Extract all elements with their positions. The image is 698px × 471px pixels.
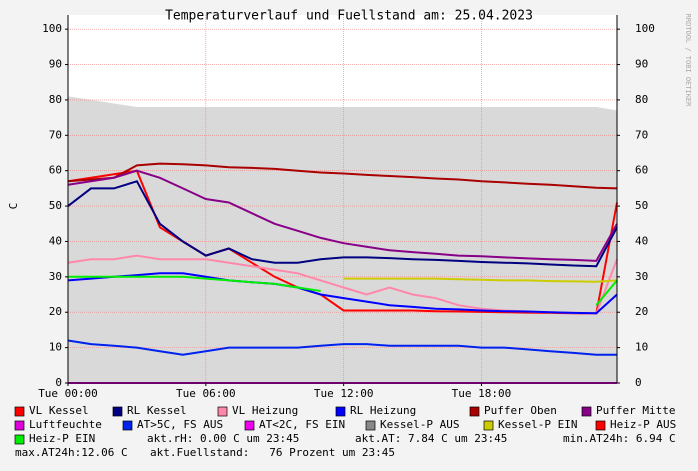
line (67, 272, 618, 315)
legend-swatch (14, 406, 25, 417)
note: min.AT24h: 6.94 C (563, 432, 676, 445)
y-tick-label: 80 (49, 93, 62, 106)
y2-tick-label: 100 (635, 22, 655, 35)
chart-title: Temperaturverlauf und Fuellstand am: 25.… (165, 9, 533, 24)
line (67, 162, 618, 190)
y2-tick-label: 0 (635, 376, 642, 389)
y-tick-label: 70 (49, 128, 62, 141)
legend-swatch (122, 420, 133, 431)
note: akt.rH: 0.00 C um 23:45 (147, 432, 299, 445)
note: akt.Fuellstand: 76 Prozent um 23:45 (150, 446, 395, 459)
area (68, 96, 617, 384)
legend-swatch (14, 420, 25, 431)
legend-label: Luftfeuchte (29, 418, 102, 431)
y-tick-label: 100 (42, 22, 62, 35)
y2-tick-label: 10 (635, 341, 648, 354)
line (343, 277, 618, 283)
watermark: RRDTOOL / TOBI OETIKER (684, 14, 692, 108)
legend-label: Kessel-P AUS (380, 418, 459, 431)
legend-label: RL Heizung (350, 404, 416, 417)
y2-tick-label: 30 (635, 270, 648, 283)
legend-swatch (469, 406, 480, 417)
legend-label: Puffer Mitte (596, 404, 675, 417)
y2-tick-label: 50 (635, 199, 648, 212)
legend-swatch (244, 420, 255, 431)
legend-swatch (595, 420, 606, 431)
note: akt.AT: 7.84 C um 23:45 (355, 432, 507, 445)
legend-swatch (581, 406, 592, 417)
legend-label: VL Kessel (29, 404, 89, 417)
line (67, 169, 618, 315)
legend-label: VL Heizung (232, 404, 298, 417)
legend-label: Kessel-P EIN (498, 418, 577, 431)
y-tick-label: 20 (49, 305, 62, 318)
y-tick-label: 0 (55, 376, 62, 389)
y-tick-label: 30 (49, 270, 62, 283)
line (68, 275, 618, 306)
legend-swatch (14, 434, 25, 445)
y-axis-label: C (7, 203, 20, 210)
x-tick-label: Tue 18:00 (452, 387, 512, 400)
line (67, 169, 618, 262)
y-tick-label: 60 (49, 164, 62, 177)
y2-tick-label: 20 (635, 305, 648, 318)
legend-swatch (335, 406, 346, 417)
x-tick-label: Tue 00:00 (38, 387, 98, 400)
legend-label: Heiz-P EIN (29, 432, 95, 445)
y2-tick-label: 70 (635, 128, 648, 141)
x-tick-label: Tue 06:00 (176, 387, 236, 400)
y2-tick-label: 60 (635, 164, 648, 177)
legend-swatch (365, 420, 376, 431)
legend-swatch (217, 406, 228, 417)
y-tick-label: 40 (49, 234, 62, 247)
legend-label: AT<2C, FS EIN (259, 418, 345, 431)
legend-swatch (112, 406, 123, 417)
note: max.AT24h:12.06 C (15, 446, 128, 459)
line (67, 180, 618, 268)
y2-tick-label: 90 (635, 58, 648, 71)
legend-label: RL Kessel (127, 404, 187, 417)
y2-tick-label: 80 (635, 93, 648, 106)
y-tick-label: 90 (49, 58, 62, 71)
legend-label: Heiz-P AUS (610, 418, 676, 431)
legend-swatch (483, 420, 494, 431)
legend-label: AT>5C, FS AUS (137, 418, 223, 431)
y-tick-label: 10 (49, 341, 62, 354)
y-tick-label: 50 (49, 199, 62, 212)
line (67, 339, 617, 356)
y2-tick-label: 40 (635, 234, 648, 247)
legend-label: Puffer Oben (484, 404, 557, 417)
x-tick-label: Tue 12:00 (314, 387, 374, 400)
